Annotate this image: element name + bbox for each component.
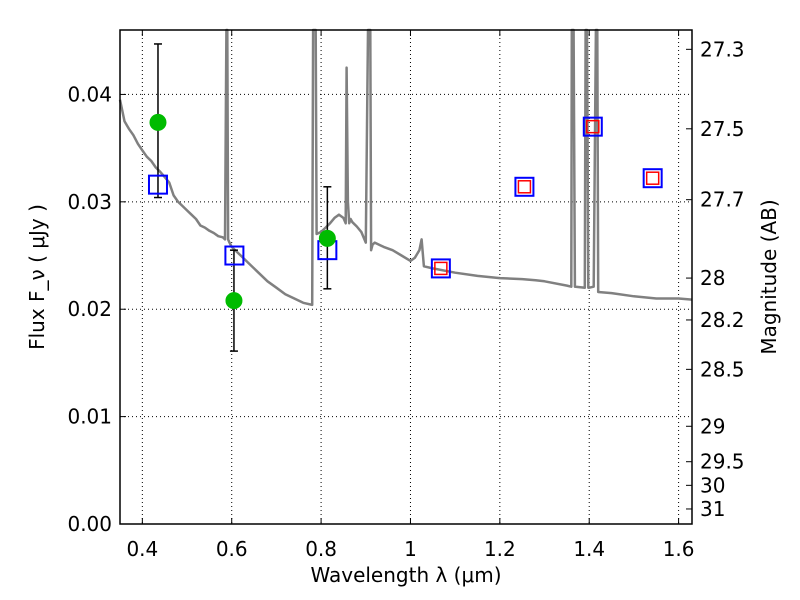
x-tick-label: 1.4 bbox=[573, 537, 605, 561]
x-axis-ticks: 0.4 0.6 0.8 1 1.2 1.4 1.6 bbox=[126, 30, 695, 561]
y2-tick-label: 27.7 bbox=[700, 188, 745, 212]
plot-background bbox=[120, 30, 692, 524]
x-tick-label: 0.8 bbox=[305, 537, 337, 561]
x-tick-label: 1.2 bbox=[484, 537, 516, 561]
y2-tick-label: 31 bbox=[700, 497, 725, 521]
model-photometry-inner-square bbox=[586, 119, 600, 134]
y-tick-label: 0.02 bbox=[67, 297, 112, 321]
y-tick-label: 0.04 bbox=[67, 82, 112, 106]
x-tick-label: 0.6 bbox=[216, 537, 248, 561]
x-tick-label: 0.4 bbox=[126, 537, 158, 561]
model-photometry-square bbox=[642, 168, 663, 189]
photometry-points bbox=[147, 43, 663, 352]
y2-tick-label: 29.5 bbox=[700, 450, 745, 474]
y2-tick-label: 29 bbox=[700, 414, 725, 438]
model-photometry-square bbox=[430, 258, 451, 279]
model-photometry-inner-square bbox=[645, 171, 660, 185]
y-axis-ticks: 0.00 0.01 0.02 0.03 0.04 bbox=[67, 82, 126, 536]
y-axis-label: Flux F_ν ( μJy ) bbox=[25, 204, 49, 350]
x-axis-label: Wavelength λ (μm) bbox=[310, 563, 501, 587]
x-tick-label: 1 bbox=[404, 537, 417, 561]
y2-tick-label: 27.5 bbox=[700, 117, 745, 141]
y-tick-label: 0.00 bbox=[67, 512, 112, 536]
observed-photometry-point bbox=[149, 113, 167, 131]
model-photometry-square bbox=[582, 116, 603, 137]
observed-photometry-point bbox=[318, 229, 336, 247]
model-photometry-square bbox=[514, 176, 535, 197]
plot-frame bbox=[119, 29, 693, 525]
y2-tick-label: 30 bbox=[700, 473, 725, 497]
model-photometry-square bbox=[224, 245, 245, 266]
y2-axis-label: Magnitude (AB) bbox=[757, 199, 781, 354]
observed-photometry-point bbox=[225, 292, 243, 310]
y2-tick-label: 28.5 bbox=[700, 357, 745, 381]
y2-tick-label: 28 bbox=[700, 266, 725, 290]
y2-tick-label: 27.3 bbox=[700, 37, 745, 61]
x-tick-label: 1.6 bbox=[663, 537, 695, 561]
model-photometry-inner-square bbox=[434, 261, 448, 276]
y-tick-label: 0.03 bbox=[67, 190, 112, 214]
y2-tick-label: 28.2 bbox=[700, 308, 745, 332]
y-tick-label: 0.01 bbox=[67, 405, 112, 429]
model-photometry-square bbox=[147, 174, 168, 195]
model-photometry-inner-square bbox=[517, 180, 532, 194]
